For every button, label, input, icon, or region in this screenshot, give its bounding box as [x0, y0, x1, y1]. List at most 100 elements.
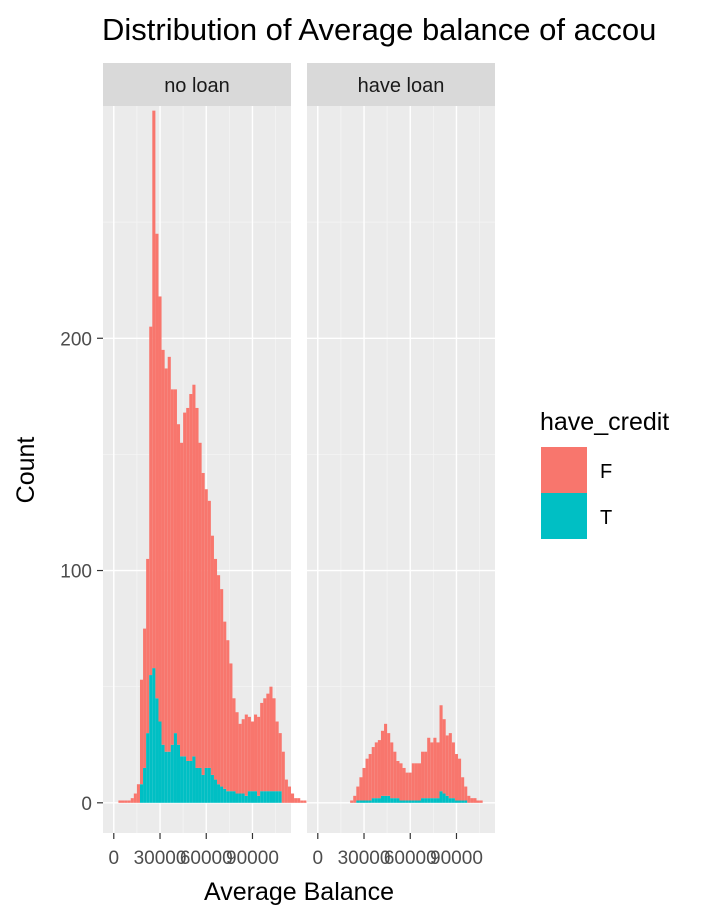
histogram-bar-f [436, 742, 440, 799]
histogram-bar-f [133, 793, 137, 803]
histogram-bar-t [384, 795, 388, 803]
histogram-bar-f [396, 760, 400, 799]
histogram-bar-f [195, 407, 199, 768]
histogram-bar-f [470, 798, 474, 803]
histogram-bar-f [198, 442, 202, 768]
x-tick-label: 90000 [226, 848, 279, 869]
histogram-bar-t [263, 791, 267, 803]
histogram-bar-t [139, 784, 144, 803]
histogram-bar-t [257, 795, 261, 803]
histogram-bar-f [235, 712, 239, 794]
histogram-bar-f [161, 349, 165, 745]
histogram-bar-t [377, 798, 381, 803]
histogram-bar-f [121, 800, 125, 803]
histogram-bar-t [195, 767, 199, 803]
histogram-bar-t [408, 800, 412, 803]
histogram-bar-f [124, 800, 128, 803]
histogram-bar-f [241, 719, 245, 794]
histogram-bar-f [350, 800, 354, 803]
histogram-bar-t [451, 798, 455, 803]
histogram-bar-f [201, 472, 205, 775]
histogram-bar-f [353, 795, 357, 803]
histogram-bar-t [269, 791, 273, 803]
histogram-bar-t [235, 793, 239, 803]
histogram-bar-t [161, 744, 165, 803]
legend-swatch-t [541, 493, 587, 539]
histogram-bar-f [371, 747, 375, 799]
histogram-bar-f [152, 110, 156, 669]
histogram-bar-f [220, 589, 224, 787]
histogram-bar-t [155, 698, 159, 803]
histogram-bar-t [167, 751, 171, 803]
histogram-bar-f [232, 698, 236, 792]
histogram-bar-f [414, 763, 418, 801]
y-axis-title: Count [12, 437, 40, 504]
histogram-bar-f [164, 368, 168, 752]
histogram-bar-f [130, 798, 134, 803]
histogram-bar-f [183, 412, 187, 757]
panel-have-loan [307, 106, 495, 833]
histogram-bar-f [479, 800, 483, 803]
histogram-bar-f [387, 733, 391, 796]
histogram-bar-t [417, 800, 422, 803]
histogram-bar-f [149, 326, 153, 676]
legend-label-f: F [600, 461, 612, 483]
histogram-bar-f [136, 784, 140, 803]
histogram-bar-f [281, 751, 285, 803]
legend-swatch-f [541, 447, 587, 493]
histogram-bar-t [374, 798, 378, 803]
histogram-bar-f [217, 575, 221, 785]
histogram-bar-t [198, 767, 202, 803]
histogram-bar-f [362, 767, 366, 801]
histogram-bar-f [210, 535, 214, 775]
histogram-bar-t [362, 800, 366, 803]
x-tick-label: 0 [312, 848, 323, 869]
histogram-bar-f [226, 640, 230, 792]
histogram-bar-t [433, 798, 437, 803]
histogram-bar-f [294, 798, 298, 803]
histogram-bar-f [155, 233, 159, 699]
histogram-bar-t [217, 784, 221, 803]
histogram-bar-t [143, 767, 147, 803]
histogram-bar-t [396, 798, 400, 803]
histogram-bar-t [250, 791, 255, 803]
histogram-bar-t [210, 774, 214, 803]
histogram-bar-f [430, 742, 434, 799]
histogram-bar-t [405, 800, 409, 803]
histogram-bar-f [173, 389, 177, 734]
facet-label-no-loan: no loan [164, 75, 230, 97]
histogram-bar-t [275, 791, 279, 803]
histogram-bar-f [229, 663, 233, 792]
histogram-bar-t [158, 721, 162, 803]
histogram-bar-t [176, 744, 181, 803]
histogram-bar-t [448, 798, 452, 803]
histogram-bar-f [427, 737, 431, 799]
histogram-bar-t [359, 800, 363, 803]
histogram-bar-t [186, 760, 190, 803]
histogram-bar-f [384, 723, 388, 796]
histogram-bar-f [374, 742, 378, 799]
histogram-bar-f [417, 763, 422, 801]
histogram-bar-t [164, 751, 168, 803]
histogram-bar-f [464, 786, 468, 801]
histogram-bar-f [442, 719, 446, 794]
histogram-bar-f [238, 723, 242, 794]
histogram-bar-f [257, 716, 261, 796]
histogram-bar-f [356, 786, 360, 801]
histogram-bar-f [287, 786, 291, 803]
histogram-bar-f [284, 779, 288, 803]
histogram-bar-t [464, 800, 468, 803]
histogram-bar-f [380, 730, 385, 796]
histogram-bar-f [204, 489, 208, 768]
histogram-bar-t [414, 800, 418, 803]
histogram-bar-f [247, 716, 251, 792]
histogram-bar-f [365, 758, 369, 801]
histogram-bar-f [399, 763, 403, 801]
x-tick-label: 60000 [180, 848, 233, 869]
histogram-bar-t [207, 767, 211, 803]
histogram-bar-f [297, 798, 301, 803]
histogram-bar-t [173, 733, 177, 803]
histogram-bar-f [377, 740, 381, 799]
histogram-bar-t [189, 760, 193, 803]
histogram-bar-f [439, 705, 443, 792]
